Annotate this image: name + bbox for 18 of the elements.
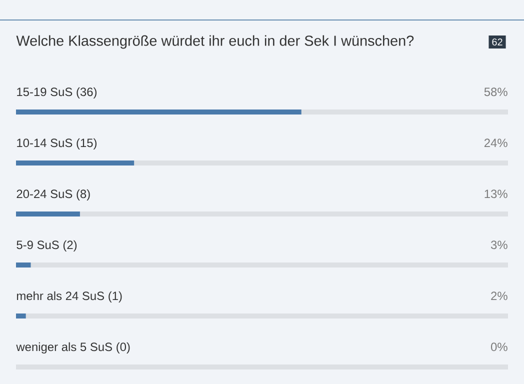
chart-title: Welche Klassengröße würdet ihr euch in der Sek I wünschen? bbox=[16, 35, 414, 49]
y-tick-label: 20-24 SuS (8) bbox=[16, 189, 90, 200]
data-label: 3% bbox=[490, 240, 508, 250]
data-label: 58% bbox=[484, 88, 508, 96]
bar bbox=[16, 314, 26, 319]
y-tick-label: mehr als 24 SuS (1) bbox=[16, 291, 122, 302]
text: 62 bbox=[492, 38, 502, 46]
data-label: 13% bbox=[484, 190, 508, 198]
y-tick-label: 5-9 SuS (2) bbox=[16, 240, 77, 252]
bar bbox=[16, 160, 134, 166]
y-tick-label: 10-14 SuS (15) bbox=[17, 138, 97, 150]
bar bbox=[16, 212, 80, 217]
data-label: 0% bbox=[490, 342, 508, 352]
y-tick-label: 15-19 SuS (36) bbox=[17, 87, 97, 98]
y-tick-label: weniger als 5 SuS (0) bbox=[16, 342, 130, 354]
data-label: 24% bbox=[484, 138, 508, 148]
data-label: 2% bbox=[491, 292, 508, 300]
bar bbox=[16, 262, 31, 268]
